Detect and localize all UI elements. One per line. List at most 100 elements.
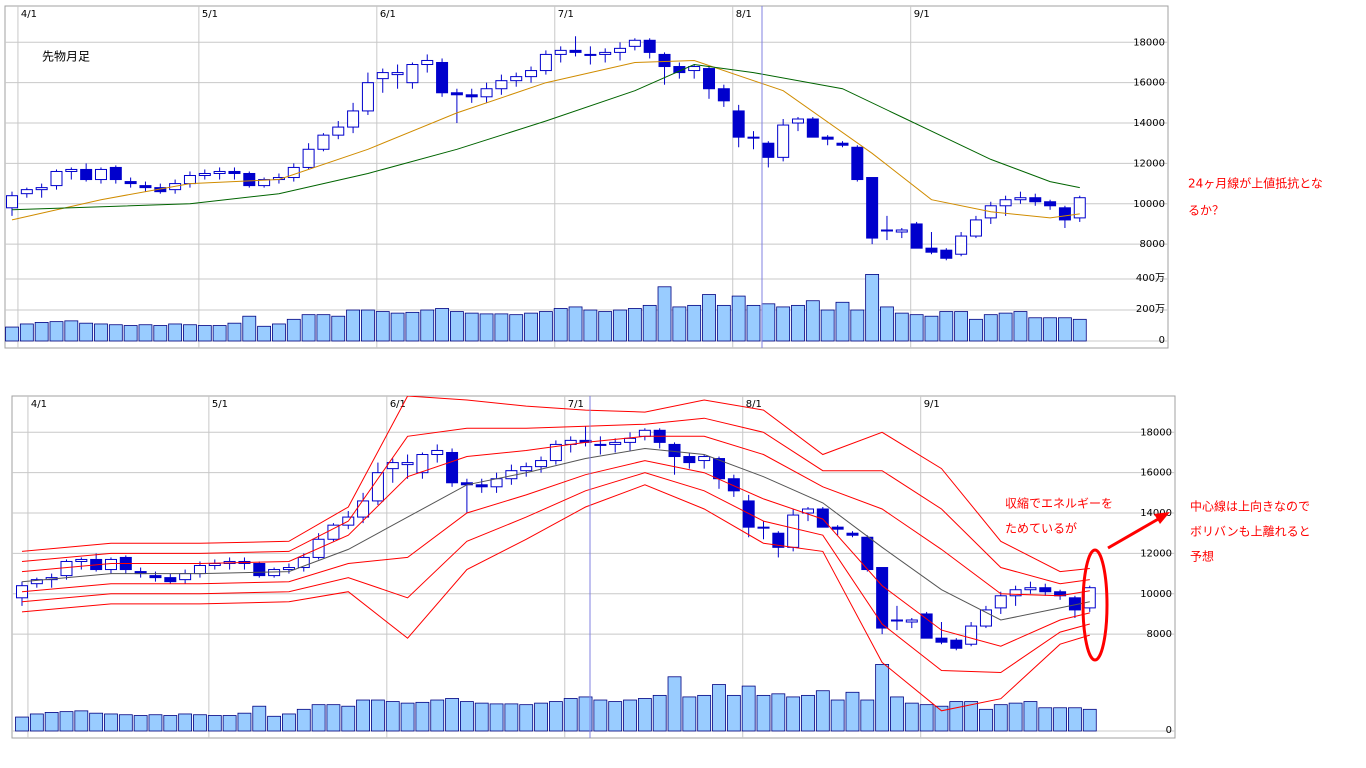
candle-body (994, 595, 1007, 609)
candle-body (668, 443, 681, 458)
volume-bar (949, 701, 964, 732)
candle-body (910, 223, 923, 249)
y-tick-label: 18000 (1140, 427, 1172, 438)
candle-body (688, 66, 701, 72)
candle-body (124, 181, 137, 185)
volume-bar (979, 708, 993, 732)
candle-body (846, 532, 859, 536)
volume-bar (1008, 702, 1023, 732)
candle-body (1014, 197, 1027, 201)
candle-body (757, 526, 770, 529)
y-tick-label: 10000 (1133, 199, 1165, 210)
volume-bar (761, 303, 776, 342)
volume-bar (519, 704, 534, 732)
chart-frame (4, 5, 1169, 349)
candle-body (268, 569, 281, 577)
candle-body (65, 168, 78, 172)
candle-body (940, 249, 953, 259)
candle-body (376, 72, 389, 80)
volume-bar (712, 684, 726, 732)
candle-body (179, 573, 192, 581)
volume-bar (924, 315, 939, 342)
volume-bar (19, 323, 34, 342)
volume-bar (909, 314, 924, 342)
volume-bar (385, 701, 400, 732)
volume-bar (104, 713, 118, 732)
x-tick-label: 4/1 (21, 9, 37, 20)
volume-bar (538, 311, 553, 342)
candle-body (925, 247, 938, 253)
candle-body (302, 148, 315, 168)
x-tick-label: 8/1 (746, 399, 762, 410)
volume-bar (919, 704, 934, 732)
volume-bar (415, 701, 430, 732)
volume-bar (222, 715, 237, 732)
volume-bar (850, 309, 865, 342)
volume-bar (613, 309, 627, 342)
volume-bar (756, 694, 771, 732)
line-layer (11, 59, 1080, 221)
volume-bar (64, 320, 79, 342)
x-tick-label: 7/1 (558, 9, 574, 20)
candle-body (332, 126, 345, 136)
candle-body (935, 637, 948, 643)
volume-bar (593, 699, 608, 732)
candle-body (450, 92, 463, 96)
candle-body (1058, 207, 1071, 221)
candle-body (104, 558, 117, 571)
candle-body (905, 619, 918, 623)
candle-body (554, 49, 567, 55)
arrow-shaft (1107, 516, 1161, 550)
candle-body (361, 82, 374, 112)
candle-body (465, 94, 478, 98)
volume-bar (183, 324, 197, 342)
annotation: 24ヶ月線が上値抵抗とな (1188, 176, 1323, 191)
volume-bar (1028, 317, 1043, 342)
volume-bar (524, 312, 538, 342)
y-tick-label: 8000 (1147, 629, 1172, 640)
candle-body (539, 53, 552, 72)
volume-bar (702, 294, 716, 342)
volume-bar (227, 322, 242, 342)
candle-body (401, 462, 414, 466)
volume-bar (449, 311, 464, 342)
candle-body (1039, 587, 1052, 593)
candle-body (955, 235, 968, 255)
volume-bar (746, 304, 761, 342)
candle-body (357, 500, 370, 518)
candle-body (880, 229, 893, 232)
volume-bar (964, 701, 979, 732)
volume-bar (697, 694, 712, 732)
volume-bar (153, 325, 168, 342)
volume-bar (954, 311, 969, 342)
volume-bar (830, 699, 845, 732)
volume-bar (371, 699, 385, 732)
indicator-line (21, 484, 1090, 712)
candle-body (747, 136, 760, 139)
volume-bar (805, 300, 820, 342)
volume-bar (163, 715, 178, 732)
candle-body (1029, 197, 1042, 203)
candle-body (193, 565, 206, 575)
annotation: 先物月足 (42, 50, 90, 64)
candle-body (6, 195, 18, 209)
candle-body (258, 179, 271, 187)
volume-bar (193, 714, 207, 732)
volume-bar (880, 306, 894, 342)
volume-bar (242, 315, 257, 342)
candle-body (317, 134, 330, 150)
candle-body (480, 88, 493, 98)
volume-bar (133, 715, 148, 732)
x-tick-label: 5/1 (202, 9, 218, 20)
candle-body (673, 66, 686, 74)
volume-bar (346, 309, 360, 342)
volume-bar (993, 704, 1008, 732)
volume-bar (474, 702, 489, 732)
candle-body (762, 142, 775, 158)
candle-body (569, 49, 582, 53)
volume-bar (49, 321, 64, 342)
volume-bar (608, 701, 623, 732)
candle-body (1024, 587, 1037, 591)
volume-bar (801, 694, 815, 732)
volume-bar (652, 694, 667, 732)
